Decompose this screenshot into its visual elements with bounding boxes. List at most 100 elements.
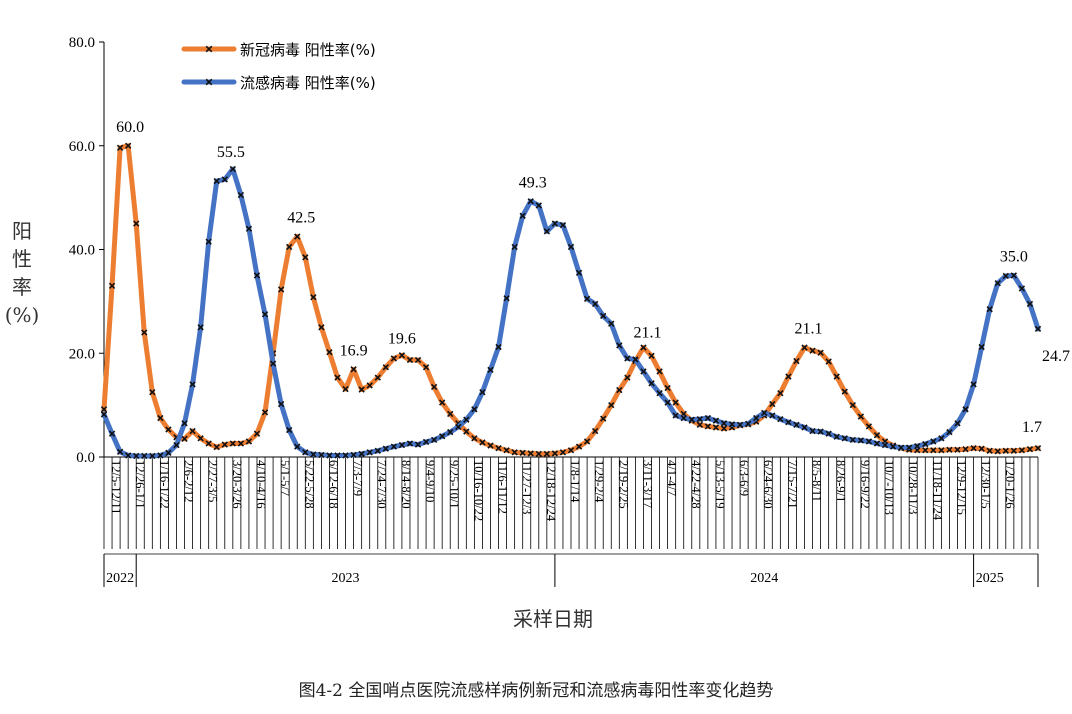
x-tick-label: 1/20-1/26 — [1003, 460, 1017, 509]
x-axis: 12/5-12/11 12/26-1/1 1/16-1/22 2/6-2/12 2/27… — [103, 456, 1039, 587]
positivity-rate-chart: 阳性率(%) 0.020.040.060.080.0 12/5-12/11 12/… — [5, 35, 1070, 631]
data-point — [600, 312, 607, 320]
x-tick-label: 11/18-11/24 — [930, 460, 944, 521]
data-point — [817, 349, 824, 356]
data-point — [672, 412, 679, 419]
data-point — [350, 451, 357, 459]
data-point — [736, 421, 744, 429]
data-point — [277, 400, 285, 408]
data-point — [1026, 300, 1034, 308]
data-point — [310, 451, 317, 458]
data-point — [495, 343, 502, 351]
data-point — [189, 381, 196, 388]
data-label: 19.6 — [388, 330, 416, 347]
x-tick-label: 3/11-3/17 — [640, 460, 654, 508]
x-tick-label: 9/25-10/1 — [447, 460, 461, 509]
data-point — [213, 443, 220, 451]
data-point — [495, 445, 502, 452]
data-point — [277, 286, 285, 293]
data-point — [165, 426, 172, 433]
y-tick-label: 80.0 — [69, 35, 95, 51]
data-point — [720, 420, 728, 427]
data-point — [422, 438, 430, 446]
data-point — [1026, 446, 1034, 453]
data-point — [294, 233, 301, 240]
x-tick-label: 12/18-12/24 — [544, 460, 558, 522]
data-point — [326, 452, 333, 459]
data-point — [696, 421, 703, 429]
data-point — [785, 419, 792, 426]
data-point — [543, 450, 551, 458]
year-label: 2022 — [106, 571, 134, 586]
x-tick-label: 10/16-10/22 — [471, 460, 485, 521]
x-tick-label: 2/27-3/5 — [206, 460, 220, 502]
data-point — [664, 399, 671, 406]
data-point — [366, 382, 373, 389]
data-point — [342, 452, 349, 459]
data-point — [439, 433, 446, 440]
data-label: 35.0 — [1000, 248, 1028, 265]
data-point — [133, 452, 140, 460]
data-point — [527, 450, 534, 457]
data-point — [141, 329, 148, 336]
data-point — [994, 448, 1001, 455]
data-point — [825, 358, 832, 365]
data-point — [253, 430, 261, 437]
data-point — [930, 447, 937, 454]
data-point — [769, 412, 776, 419]
data-point — [334, 374, 341, 381]
data-point — [358, 386, 365, 393]
data-point — [978, 343, 985, 351]
data-point — [833, 433, 840, 440]
data-point — [511, 449, 518, 456]
data-point — [857, 437, 865, 444]
data-point — [680, 414, 687, 422]
data-point — [889, 443, 897, 450]
data-point — [712, 424, 720, 431]
data-point — [430, 436, 438, 444]
data-point — [833, 373, 840, 380]
y-tick-label: 20.0 — [69, 346, 95, 362]
y-axis-title-char: (%) — [5, 303, 40, 327]
data-point — [310, 294, 317, 301]
data-point — [575, 269, 583, 277]
data-label: 24.7 — [1042, 348, 1070, 365]
data-point — [809, 427, 816, 435]
series-line — [101, 166, 1041, 459]
data-point — [406, 356, 414, 364]
series-line — [101, 143, 1041, 457]
x-tick-label: 12/26-1/1 — [133, 460, 147, 509]
legend-item: 流感病毒 阳性率(%) — [181, 74, 376, 92]
data-point — [1010, 447, 1018, 454]
legend-marker — [205, 78, 213, 86]
data-point — [302, 449, 309, 456]
data-point — [624, 374, 631, 381]
figure-caption: 图4-2 全国哨点医院流感样病例新冠和流感病毒阳性率变化趋势 — [298, 681, 774, 701]
x-tick-label: 4/10-4/16 — [254, 460, 268, 509]
x-tick-label: 8/14-8/20 — [399, 460, 413, 509]
data-point — [197, 435, 204, 442]
data-point — [817, 428, 824, 435]
data-point — [849, 401, 856, 409]
data-point — [640, 368, 647, 375]
y-axis-title-char: 性 — [12, 247, 32, 271]
data-label: 21.1 — [795, 321, 823, 338]
data-point — [414, 441, 422, 448]
x-tick-label: 1/29-2/4 — [592, 460, 606, 503]
data-point — [769, 400, 776, 408]
x-axis-title: 采样日期 — [513, 607, 593, 631]
data-point — [165, 449, 172, 457]
data-point — [286, 426, 293, 434]
data-point — [1002, 272, 1009, 280]
data-point — [479, 388, 486, 396]
data-point — [221, 176, 228, 183]
x-tick-label: 6/12-6/18 — [326, 460, 340, 509]
x-tick-label: 10/7-10/13 — [882, 460, 896, 515]
x-tick-label: 3/20-3/26 — [230, 460, 244, 509]
data-point — [229, 440, 236, 447]
data-point — [777, 415, 784, 423]
data-point — [914, 442, 921, 450]
data-point — [511, 243, 518, 251]
x-tick-label: 1/16-1/22 — [157, 460, 171, 509]
data-point — [318, 324, 325, 331]
